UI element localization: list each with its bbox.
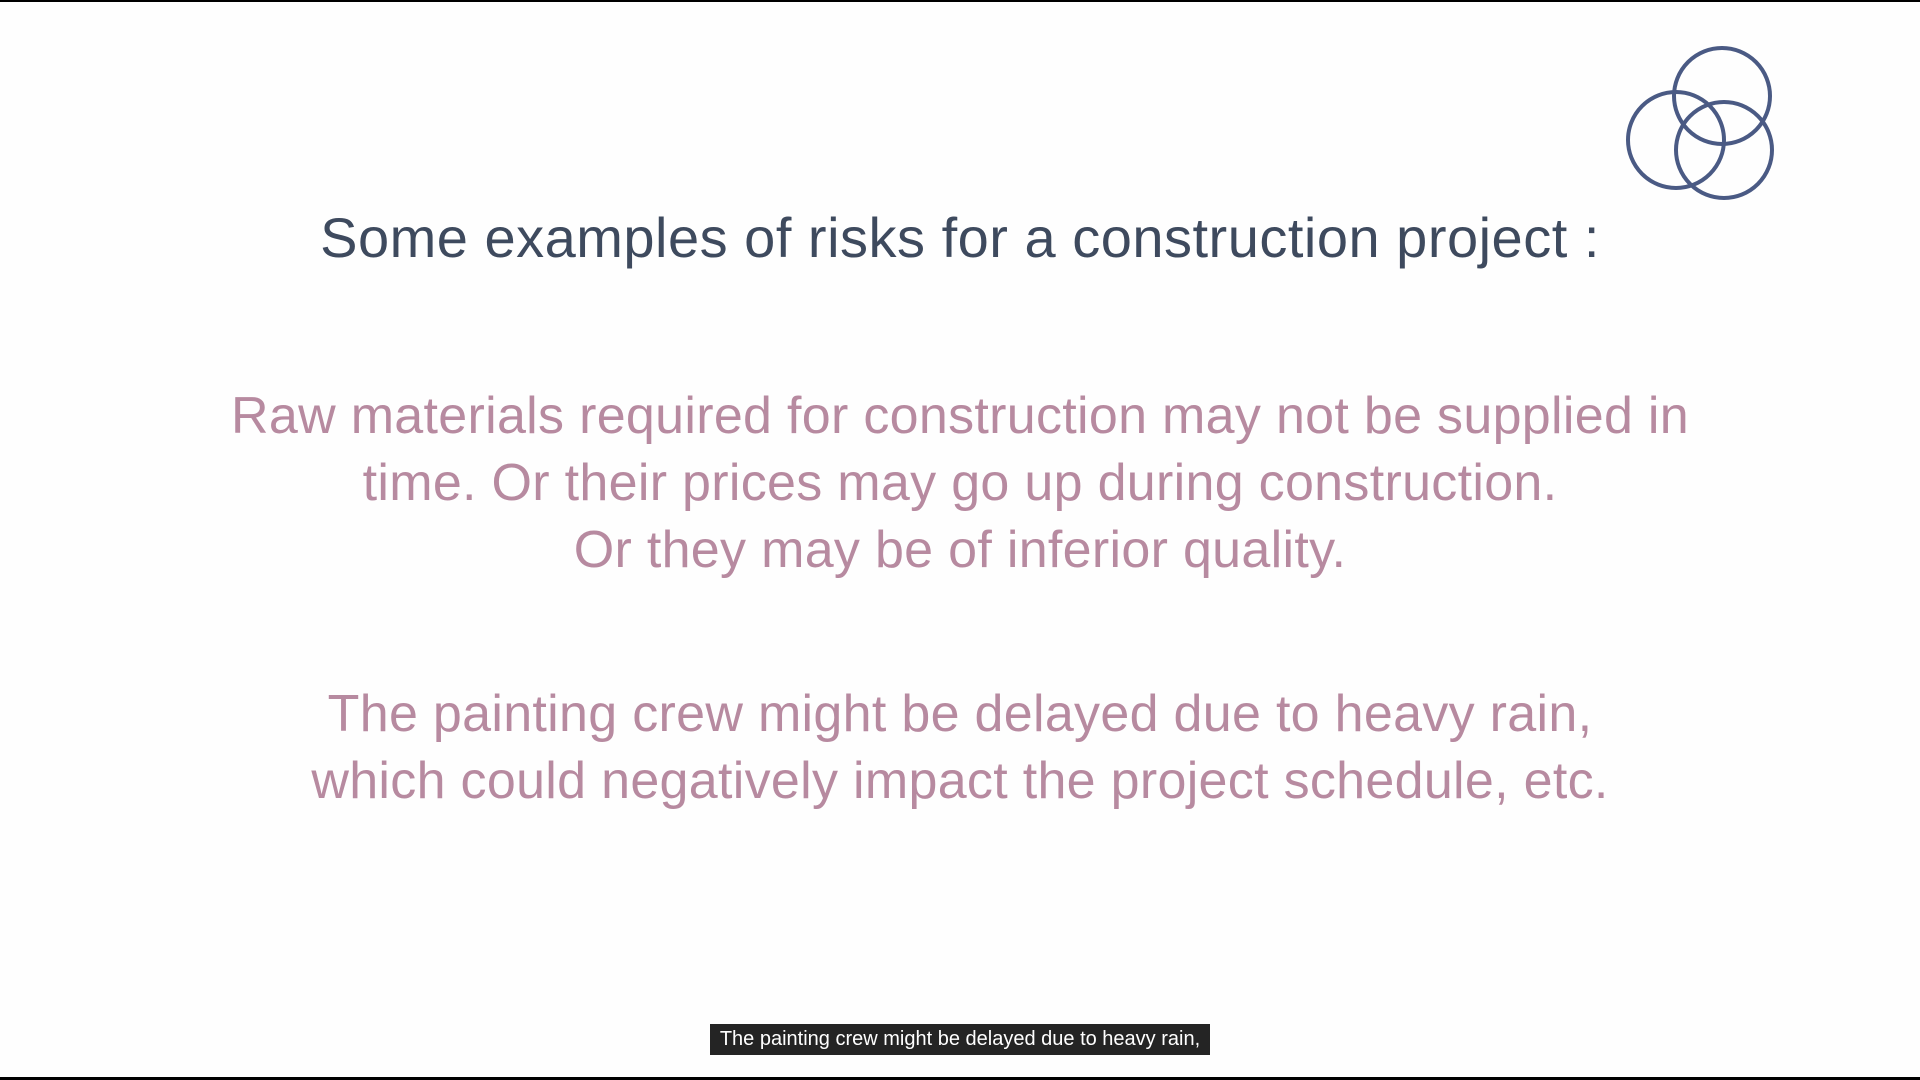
three-interlocking-circles-icon xyxy=(1626,46,1774,200)
paragraph-line: which could negatively impact the projec… xyxy=(311,752,1609,810)
risk-paragraph-materials: Raw materials required for construction … xyxy=(0,383,1920,584)
subtitle-area: The painting crew might be delayed due t… xyxy=(0,1024,1920,1055)
paragraph-line: The painting crew might be delayed due t… xyxy=(327,685,1593,743)
paragraph-line: time. Or their prices may go up during c… xyxy=(362,454,1558,512)
paragraph-line: Raw materials required for construction … xyxy=(231,387,1689,445)
risk-paragraph-weather: The painting crew might be delayed due t… xyxy=(0,681,1920,815)
paragraph-line: Or they may be of inferior quality. xyxy=(573,521,1347,579)
slide-title: Some examples of risks for a constructio… xyxy=(320,206,1600,269)
subtitle-caption: The painting crew might be delayed due t… xyxy=(709,1024,1211,1055)
